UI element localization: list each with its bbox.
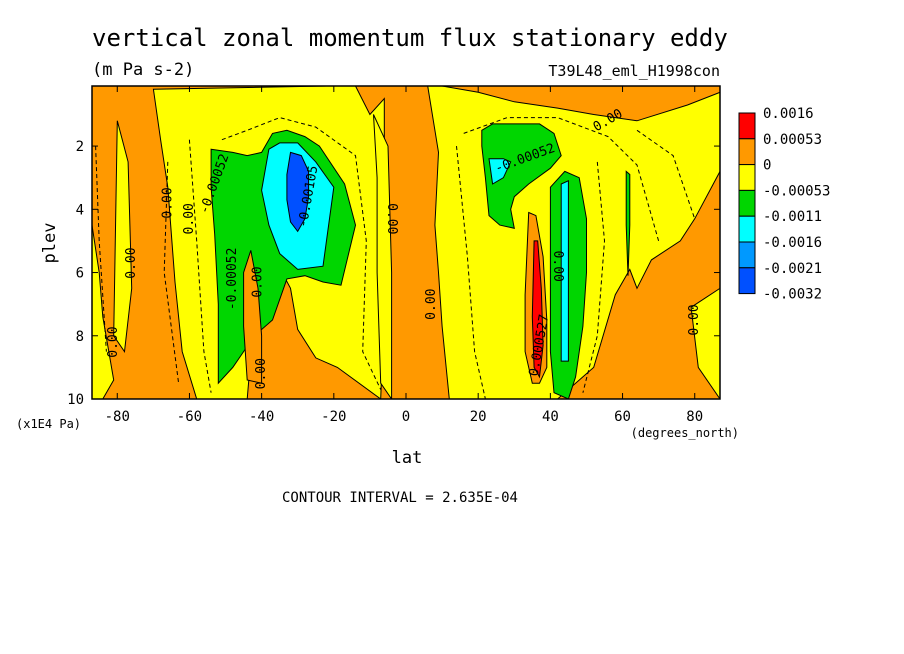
x-tick-label: -60 bbox=[177, 409, 202, 425]
x-tick-label: -20 bbox=[321, 409, 346, 425]
colorbar-swatch bbox=[738, 164, 756, 191]
dashed-contour-line bbox=[636, 129, 696, 219]
colorbar-label: 0.0016 bbox=[763, 106, 814, 122]
colorbar-swatch bbox=[738, 189, 756, 217]
x-tick-label: 0 bbox=[402, 409, 410, 425]
contour-label: 0.00 bbox=[550, 251, 565, 282]
contour-label: 0.00 bbox=[424, 288, 439, 319]
contour-region-red bbox=[531, 240, 544, 379]
contour-label: 0.00 bbox=[251, 266, 266, 297]
colorbar-label: -0.0021 bbox=[763, 261, 822, 277]
colorbar-label: 0 bbox=[763, 158, 771, 174]
x-tick-label: 60 bbox=[614, 409, 631, 425]
colorbar: 0.0016 0.00053 0 -0.00053 -0.0011 -0.0016 -0.0… bbox=[738, 106, 830, 303]
dashed-contour-line bbox=[188, 139, 212, 393]
contour-label: 0.00 bbox=[106, 326, 121, 357]
contour-region-lightorange bbox=[243, 250, 263, 384]
contour-region-green bbox=[481, 123, 562, 229]
contour-label: 0.00 bbox=[124, 247, 139, 278]
colorbar-label: -0.00053 bbox=[763, 183, 830, 199]
y-tick-label: 2 bbox=[76, 139, 84, 155]
dashed-contour-line bbox=[582, 161, 606, 393]
y-tick-label: 4 bbox=[76, 202, 84, 218]
contour-label: 0.00 bbox=[160, 187, 175, 218]
contour-region-yellow bbox=[92, 225, 115, 399]
contour-region-green bbox=[625, 170, 631, 276]
contour-region-yellow bbox=[113, 120, 133, 353]
plot-area: 0.000.000.000.000.00-0.00052-0.000520.00… bbox=[92, 86, 720, 399]
x-tick-label: 20 bbox=[470, 409, 487, 425]
contour-label: 0.00 bbox=[182, 203, 197, 234]
contour-label: -0.00052 bbox=[225, 248, 240, 311]
contour-region-blue bbox=[286, 151, 310, 233]
colorbar-swatch bbox=[738, 267, 756, 295]
chart-units: (m Pa s-2) bbox=[92, 60, 194, 80]
colorbar-swatch bbox=[738, 112, 756, 140]
x-tick-label: 40 bbox=[542, 409, 559, 425]
colorbar-label: -0.0032 bbox=[763, 287, 822, 303]
colorbar-label: -0.0016 bbox=[763, 235, 822, 251]
y-axis-units: (x1E4 Pa) bbox=[16, 417, 81, 431]
colorbar-label: -0.0011 bbox=[763, 209, 822, 225]
x-axis-label: lat bbox=[392, 448, 423, 468]
contour-region-yellow bbox=[690, 287, 720, 399]
contour-region-yellow bbox=[373, 114, 393, 399]
colorbar-swatch bbox=[738, 241, 756, 269]
chart-title: vertical zonal momentum flux stationary … bbox=[92, 24, 728, 52]
colorbar-swatch bbox=[738, 215, 756, 243]
y-axis-label: plev bbox=[40, 223, 60, 264]
contour-label: 0.00 bbox=[384, 203, 399, 234]
contour-region-cyan bbox=[488, 158, 512, 185]
dashed-contour-line bbox=[163, 161, 180, 384]
y-tick-label: 8 bbox=[76, 329, 84, 345]
contour-interval-note: CONTOUR INTERVAL = 2.635E-04 bbox=[282, 490, 518, 506]
contour-label: 0.00 bbox=[687, 304, 702, 335]
x-tick-label: 80 bbox=[686, 409, 703, 425]
y-tick-label: 10 bbox=[67, 392, 84, 408]
contour-region-cyan bbox=[560, 180, 569, 362]
dashed-contour-line bbox=[95, 146, 107, 352]
colorbar-label: 0.00053 bbox=[763, 132, 822, 148]
colorbar-swatch bbox=[738, 138, 756, 166]
x-tick-label: -40 bbox=[249, 409, 274, 425]
x-axis-units: (degrees_north) bbox=[631, 426, 739, 440]
contour-label: 0.00 bbox=[254, 358, 269, 389]
dashed-contour-line bbox=[463, 117, 660, 242]
y-tick-label: 6 bbox=[76, 266, 84, 282]
x-tick-label: -80 bbox=[105, 409, 130, 425]
run-label: T39L48_eml_H1998con bbox=[548, 62, 720, 80]
